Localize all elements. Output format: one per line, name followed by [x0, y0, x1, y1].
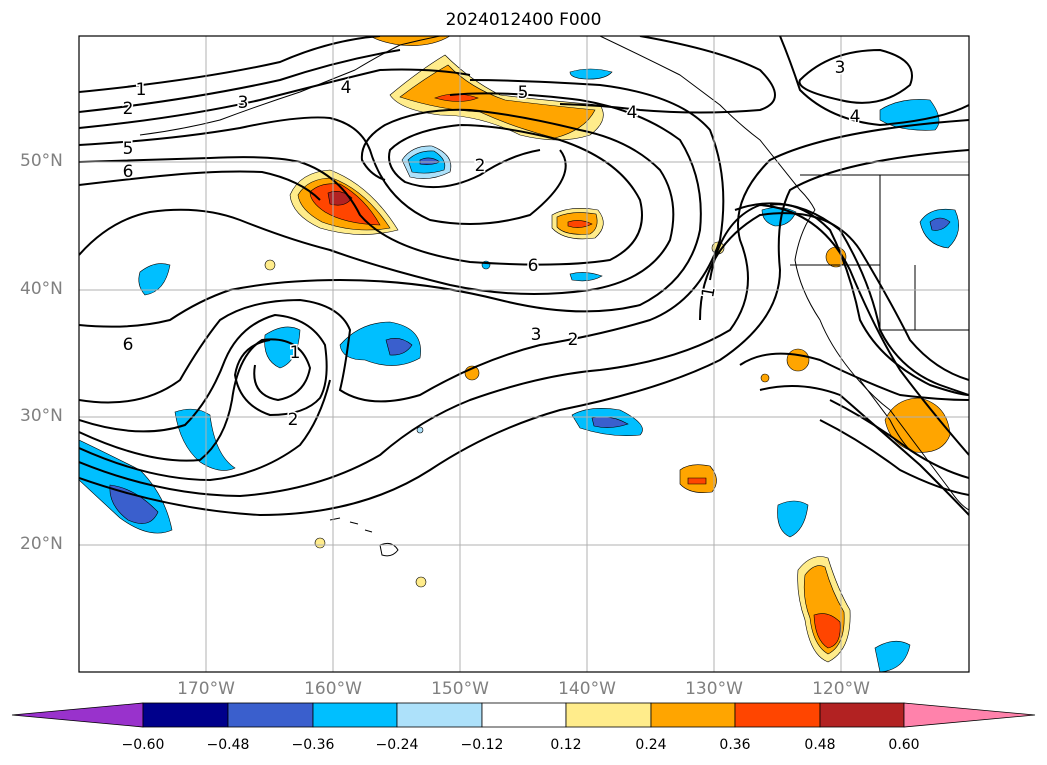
- positive-patch-gulf-max: [434, 93, 479, 102]
- negative-patch-mexico-south: [874, 640, 911, 672]
- negative-patch-sw-max: [109, 484, 159, 524]
- lat-label-50n: 50°N: [20, 151, 63, 171]
- contour-label: 1: [136, 80, 147, 100]
- positive-patch-west-max: [327, 191, 353, 206]
- contour-label: 4: [341, 78, 352, 98]
- colorbar-tick: 0.24: [635, 737, 667, 753]
- colorbar-segment: [565, 702, 652, 728]
- lat-label-30n: 30°N: [20, 406, 63, 426]
- colorbar-extend-low: [11, 702, 144, 728]
- positive-patch-central-max: [567, 220, 593, 228]
- colorbar-tick: −0.48: [206, 737, 250, 753]
- colorbar-tick: −0.12: [460, 737, 504, 753]
- contour-label: 6: [528, 256, 539, 276]
- colorbar-segment: [142, 702, 229, 728]
- contour-label: 1: [698, 285, 720, 299]
- colorbar-tick: −0.24: [375, 737, 419, 753]
- positive-speck: [314, 537, 326, 549]
- contour-label: 2: [568, 330, 579, 350]
- contour-label: 4: [627, 103, 638, 123]
- colorbar-tick: 0.60: [888, 737, 920, 753]
- state-border-2: [879, 175, 969, 331]
- contour-label: 3: [238, 93, 249, 113]
- contour-label: 1: [290, 343, 301, 363]
- coastlines: [139, 36, 969, 557]
- contour-label: 2: [475, 156, 486, 176]
- colorbar-segment: [734, 702, 821, 728]
- map-plot-area: 1 2 3 4 5 6 2 6 3 2 2 1 3 4 5 4 1 6: [79, 36, 969, 672]
- contour-label: 2: [123, 99, 134, 119]
- contour-lines: [79, 36, 969, 517]
- colorbar-segment: [481, 702, 567, 728]
- lat-label-40n: 40°N: [20, 279, 63, 299]
- contour-label: 4: [850, 107, 861, 127]
- negative-patch-central-max: [385, 338, 413, 356]
- negative-patch-central-w: [264, 326, 301, 369]
- colorbar-tick: 0.12: [550, 737, 582, 753]
- contour-label: 3: [835, 58, 846, 78]
- positive-patch-south-max: [687, 477, 707, 485]
- lon-label-130w: 130°W: [685, 679, 743, 699]
- positive-speck: [415, 576, 427, 588]
- lat-label-20n: 20°N: [20, 534, 63, 554]
- negative-patch-mid: [569, 272, 603, 282]
- colorbar-tick: 0.36: [719, 737, 751, 753]
- contour-label: 6: [123, 335, 134, 355]
- coastline-baja: [859, 379, 911, 451]
- colorbar-extend-high: [903, 702, 1036, 728]
- graticule: [79, 36, 969, 672]
- colorbar-segment: [312, 702, 398, 728]
- colorbar: [11, 702, 1036, 728]
- lon-label-120w: 120°W: [812, 679, 870, 699]
- colorbar-tick: −0.60: [121, 737, 165, 753]
- negative-patch-east-max: [929, 217, 951, 231]
- positive-patch-west-mid: [309, 183, 381, 226]
- colorbar-segment: [227, 702, 314, 728]
- positive-speck: [264, 259, 276, 271]
- positive-speck: [760, 373, 770, 383]
- hawaii: [329, 517, 399, 557]
- lon-label-140w: 140°W: [558, 679, 616, 699]
- map-frame: [78, 35, 970, 673]
- map-title: 2024012400 F000: [445, 10, 602, 30]
- positive-patch-mexico-max: [813, 613, 841, 649]
- lon-label-170w: 170°W: [177, 679, 235, 699]
- negative-patch-west-small: [138, 263, 171, 296]
- positive-speck: [786, 348, 810, 372]
- contour-label: 5: [123, 139, 134, 159]
- negative-speck: [416, 426, 424, 434]
- negative-patch-alaska: [569, 68, 613, 80]
- contour-label: 5: [518, 83, 529, 103]
- lon-label-160w: 160°W: [304, 679, 362, 699]
- contour-label: 3: [531, 325, 542, 345]
- colorbar-segment: [819, 702, 905, 728]
- colorbar-tick: 0.48: [804, 737, 836, 753]
- negative-patch-central: [339, 321, 421, 366]
- colorbar-segment: [396, 702, 483, 728]
- colorbar-segment: [650, 702, 736, 728]
- lon-label-150w: 150°W: [431, 679, 489, 699]
- contour-labels: 1 2 3 4 5 6 2 6 3 2 2 1 3 4 5 4 1 6: [121, 57, 862, 432]
- negative-patch-baja-south: [777, 500, 809, 538]
- coastline-alaska-pan: [599, 36, 816, 211]
- contour-label: 2: [288, 410, 299, 430]
- negative-patch-far-west: [174, 408, 236, 471]
- contour-label: 6: [123, 162, 134, 182]
- colorbar-tick: −0.36: [291, 737, 335, 753]
- coastline-aleutians: [139, 36, 441, 136]
